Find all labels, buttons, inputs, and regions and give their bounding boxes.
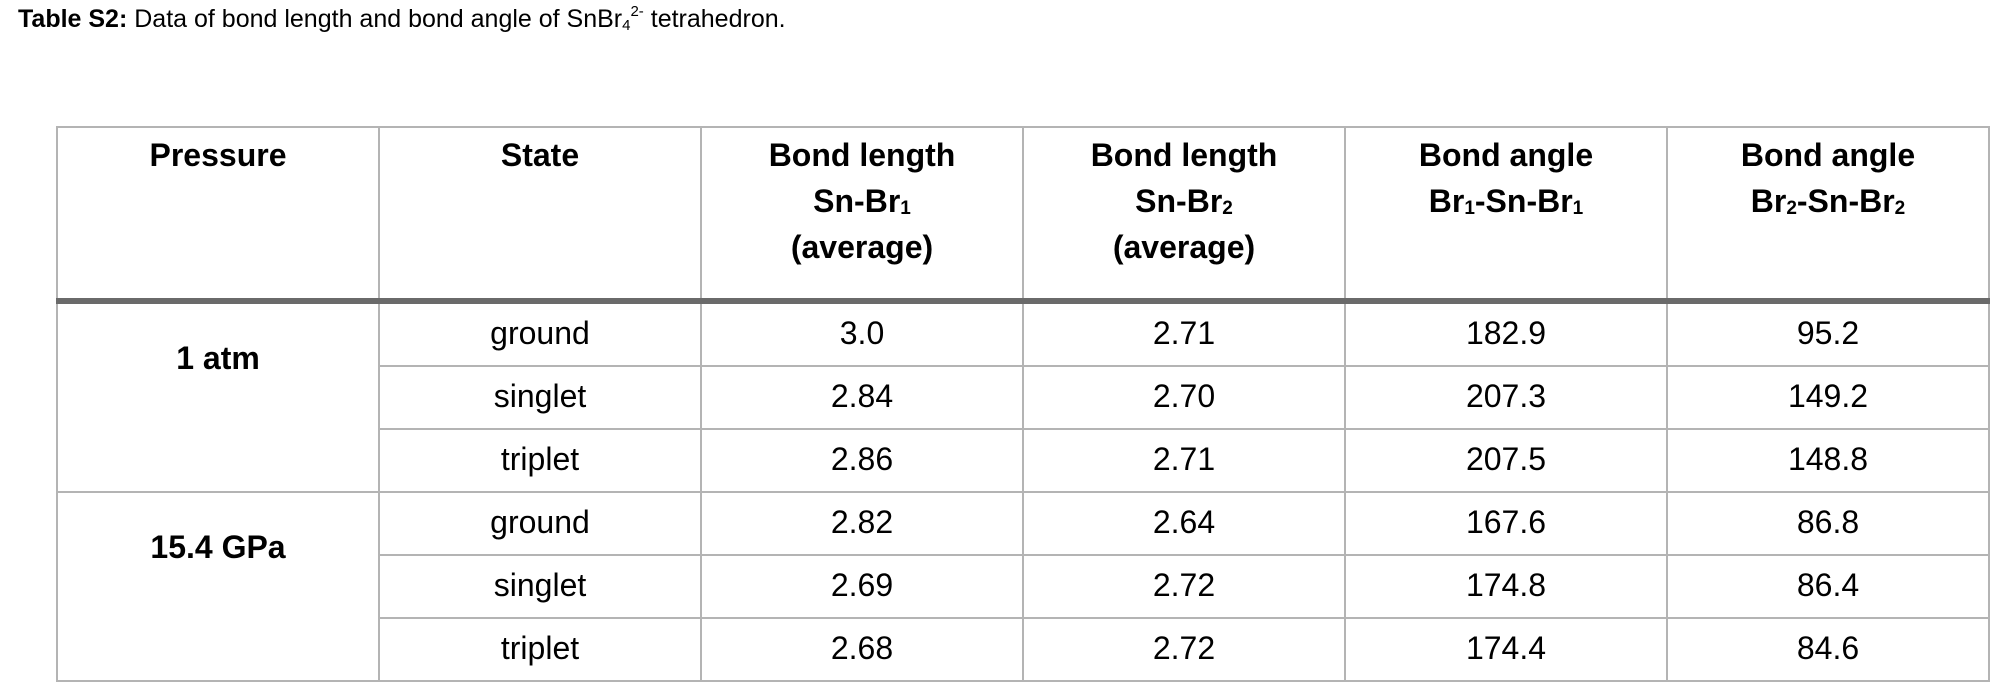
column-header: Pressure [56, 126, 380, 304]
value-cell: 2.71 [1022, 300, 1346, 367]
pressure-cell: 1 atm [56, 300, 380, 493]
value-cell: 86.4 [1666, 554, 1990, 619]
header-row: Pressure State Bond length Sn-Br1 (average) B… [56, 126, 1990, 304]
caption-superscript: 2- [630, 3, 644, 20]
value-cell: 174.4 [1344, 617, 1668, 682]
table-caption: Table S2: Data of bond length and bond a… [18, 3, 786, 35]
column-header-line: Pressure [149, 137, 287, 173]
value-cell: 2.72 [1022, 554, 1346, 619]
column-header-line: Br2-Sn-Br2 [1750, 183, 1906, 219]
value-cell: 174.8 [1344, 554, 1668, 619]
state-cell: triplet [378, 428, 702, 493]
column-header-line: Sn-Br2 [1135, 183, 1233, 219]
table-row: 1 atm ground 3.0 2.71 182.9 95.2 [56, 300, 1990, 493]
value-cell: 2.84 [700, 365, 1024, 430]
state-cell: singlet [378, 554, 702, 619]
caption-subscript: 4 [622, 17, 631, 34]
value-cell: 84.6 [1666, 617, 1990, 682]
value-cell: 148.8 [1666, 428, 1990, 493]
value-cell: 167.6 [1344, 491, 1668, 556]
value-cell: 86.8 [1666, 491, 1990, 556]
column-header-line: (average) [1112, 229, 1256, 265]
value-cell: 2.82 [700, 491, 1024, 556]
value-cell: 149.2 [1666, 365, 1990, 430]
state-cell: ground [378, 491, 702, 556]
table-row: singlet 2.69 2.72 174.8 86.4 [57, 554, 1990, 619]
value-cell: 2.71 [1022, 428, 1346, 493]
value-cell: 3.0 [700, 300, 1024, 367]
state-cell: triplet [378, 617, 702, 682]
table-row: triplet 2.86 2.71 207.5 148.8 [57, 428, 1990, 493]
column-header: State [378, 126, 702, 304]
caption-text: Data of bond length and bond angle of Sn… [127, 5, 623, 33]
state-cell: singlet [378, 365, 702, 430]
value-cell: 207.5 [1344, 428, 1668, 493]
table-row: singlet 2.84 2.70 207.3 149.2 [57, 365, 1990, 430]
value-cell: 2.72 [1022, 617, 1346, 682]
column-header-line: Bond length [1090, 137, 1278, 173]
column-header-line: State [500, 137, 580, 173]
pressure-cell: 15.4 GPa [56, 491, 380, 682]
column-header-line: Br1-Sn-Br1 [1428, 183, 1584, 219]
value-cell: 2.64 [1022, 491, 1346, 556]
value-cell: 182.9 [1344, 300, 1668, 367]
value-cell: 2.68 [700, 617, 1024, 682]
state-cell: ground [378, 300, 702, 367]
value-cell: 2.70 [1022, 365, 1346, 430]
column-header-line: Sn-Br1 [813, 183, 911, 219]
value-cell: 2.69 [700, 554, 1024, 619]
column-header-line: Bond length [768, 137, 956, 173]
caption-label: Table S2: [18, 5, 128, 33]
bond-data-table: Pressure State Bond length Sn-Br1 (average) B… [56, 126, 1990, 682]
value-cell: 207.3 [1344, 365, 1668, 430]
caption-text-end: tetrahedron. [643, 5, 786, 33]
column-header-line: Bond angle [1418, 137, 1594, 173]
value-cell: 95.2 [1666, 300, 1990, 367]
value-cell: 2.86 [700, 428, 1024, 493]
table-row: 15.4 GPa ground 2.82 2.64 167.6 86.8 [56, 491, 1990, 682]
column-header-line: (average) [790, 229, 934, 265]
table-header: Pressure State Bond length Sn-Br1 (average) B… [56, 126, 1990, 304]
column-header: Bond length Sn-Br1 (average) [700, 126, 1024, 304]
column-header: Bond angle Br2-Sn-Br2 [1666, 126, 1990, 304]
table-body: 1 atm ground 3.0 2.71 182.9 95.2 singlet 2.84 2.… [56, 300, 1990, 682]
column-header: Bond length Sn-Br2 (average) [1022, 126, 1346, 304]
column-header-line: Bond angle [1740, 137, 1916, 173]
column-header: Bond angle Br1-Sn-Br1 [1344, 126, 1668, 304]
